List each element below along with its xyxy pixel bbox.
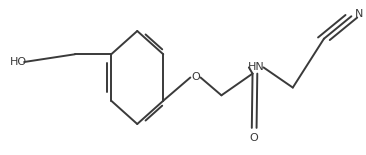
Text: HN: HN [248, 62, 265, 72]
Text: HO: HO [10, 57, 27, 67]
Text: O: O [250, 133, 258, 143]
Text: O: O [191, 73, 200, 82]
Text: N: N [355, 9, 363, 19]
